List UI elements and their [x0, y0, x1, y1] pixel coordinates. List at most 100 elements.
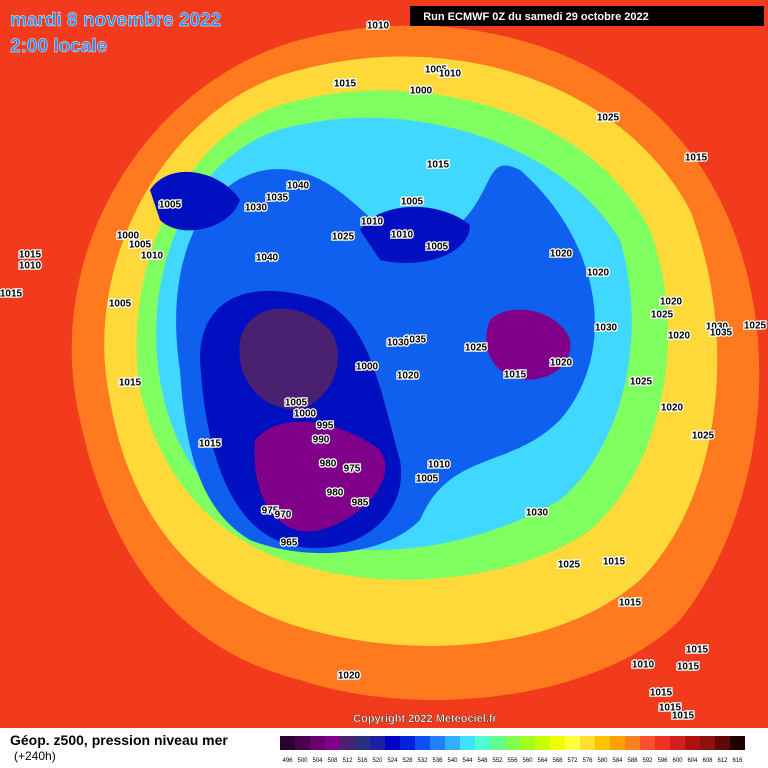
scale-label: 592 [642, 758, 653, 764]
scale-swatch [415, 736, 430, 750]
isobar-label: 990 [313, 435, 330, 446]
scale-swatch [490, 736, 505, 750]
scale-label: 536 [432, 758, 443, 764]
scale-label: 500 [297, 758, 308, 764]
scale-label: 564 [537, 758, 548, 764]
isobar-label: 1010 [439, 69, 462, 80]
run-info: Run ECMWF 0Z du samedi 29 octobre 2022 [423, 11, 649, 23]
isobar-label: 995 [317, 421, 334, 432]
scale-label: 608 [702, 758, 713, 764]
scale-label: 548 [477, 758, 488, 764]
date-title: mardi 8 novembre 2022 [10, 10, 221, 31]
scale-swatch [595, 736, 610, 750]
isobar-label: 980 [327, 488, 344, 499]
isobar-label: 1020 [550, 358, 573, 369]
scale-swatch [520, 736, 535, 750]
isobar-label: 1005 [285, 398, 308, 409]
isobar-label: 1015 [686, 645, 709, 656]
scale-swatch [505, 736, 520, 750]
isobar-label: 1015 [672, 711, 695, 722]
isobar-label: 1025 [651, 310, 674, 321]
scale-label: 560 [522, 758, 533, 764]
scale-label: 544 [462, 758, 473, 764]
scale-label: 572 [567, 758, 578, 764]
isobar-label: 1020 [668, 331, 691, 342]
isobar-label: 1025 [558, 560, 581, 571]
scale-label: 504 [312, 758, 323, 764]
scale-swatch [550, 736, 565, 750]
isobar-label: 1015 [650, 688, 673, 699]
scale-swatch [340, 736, 355, 750]
scale-label: 532 [417, 758, 428, 764]
isobar-label: 1020 [338, 671, 361, 682]
scale-swatch [445, 736, 460, 750]
isobar-label: 1010 [391, 230, 414, 241]
scale-swatch [640, 736, 655, 750]
scale-label: 604 [687, 758, 698, 764]
scale-label: 576 [582, 758, 593, 764]
scale-swatch [535, 736, 550, 750]
scale-label: 524 [387, 758, 398, 764]
isobar-label: 1010 [361, 217, 384, 228]
isobar-label: 1035 [266, 193, 289, 204]
isobar-label: 975 [262, 506, 279, 517]
isobar-label: 1005 [401, 197, 424, 208]
scale-swatch [430, 736, 445, 750]
isobar-label: 1010 [632, 660, 655, 671]
isobar-label: 1000 [356, 362, 379, 373]
isobar-label: 1000 [294, 409, 317, 420]
isobar-labels: 1010101510051010100010251015101510401035… [0, 19, 768, 723]
isobar-label: 1040 [287, 181, 310, 192]
scale-label: 520 [372, 758, 383, 764]
isobar-label: 1030 [595, 323, 618, 334]
scale-label: 508 [327, 758, 338, 764]
isobar-label: 1015 [619, 598, 642, 609]
scale-label: 600 [672, 758, 683, 764]
isobar-label: 1015 [677, 662, 700, 673]
scale-swatch [385, 736, 400, 750]
scale-swatch [670, 736, 685, 750]
isobar-label: 1015 [19, 250, 42, 261]
isobar-label: 1000 [117, 231, 140, 242]
time-title: 2:00 locale [10, 36, 107, 57]
isobar-label: 1005 [425, 65, 448, 76]
isobar-label: 1015 [659, 703, 682, 714]
scale-swatch [565, 736, 580, 750]
isobar-label: 980 [320, 459, 337, 470]
scale-label: 596 [657, 758, 668, 764]
isobar-label: 1020 [587, 268, 610, 279]
scale-swatch [685, 736, 700, 750]
isobar-label: 1015 [504, 370, 527, 381]
scale-label: 584 [612, 758, 623, 764]
scale-label: 496 [282, 758, 293, 764]
scale-label: 588 [627, 758, 638, 764]
isobar-label: 1030 [526, 508, 549, 519]
isobar-label: 1015 [0, 289, 23, 300]
field [0, 0, 768, 728]
scale-swatch [310, 736, 325, 750]
isobar-label: 1005 [159, 200, 182, 211]
isobar-label: 1005 [426, 242, 449, 253]
isobar-label: 1015 [427, 160, 450, 171]
isobar-label: 1025 [630, 377, 653, 388]
isobar-label: 1005 [129, 240, 152, 251]
color-scale: 496 500 504 508 512 516 520 524 528 532 536 540 544 5… [280, 736, 745, 764]
scale-swatch [655, 736, 670, 750]
isobar-label: 970 [275, 510, 292, 521]
scale-swatch [460, 736, 475, 750]
scale-label: 616 [732, 758, 743, 764]
isobar-label: 1030 [387, 338, 410, 349]
isobar-label: 1020 [661, 403, 684, 414]
scale-label: 540 [447, 758, 458, 764]
isobar-label: 1025 [692, 431, 715, 442]
isobar-label: 1020 [397, 371, 420, 382]
isobar-label: 1020 [550, 249, 573, 260]
scale-swatch [325, 736, 340, 750]
forecast-range: (+240h) [14, 749, 56, 763]
isobar-label: 1015 [603, 557, 626, 568]
isobar-label: 1000 [410, 86, 433, 97]
isobar-label: 1025 [597, 113, 620, 124]
copyright: Copyright 2022 Meteociel.fr [353, 713, 497, 725]
legend-title: Géop. z500, pression niveau mer [10, 732, 228, 748]
